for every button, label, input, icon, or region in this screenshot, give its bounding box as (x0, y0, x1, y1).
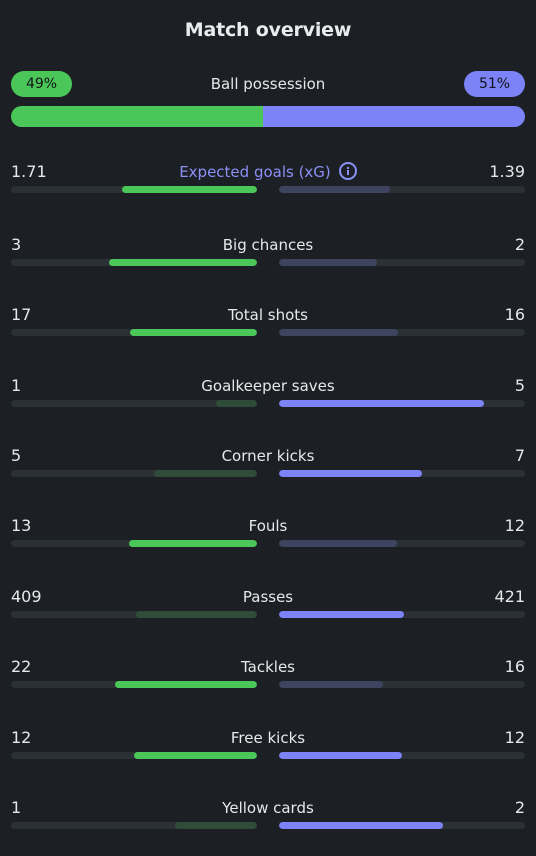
stat-row: 5 Corner kicks 7 (0, 446, 536, 496)
home-possession-badge: 49% (11, 71, 72, 97)
stat-row: 22 Tackles 16 (0, 657, 536, 707)
stat-row: 13 Fouls 12 (0, 516, 536, 566)
away-stat-bar (279, 259, 525, 266)
away-possession-fill (263, 106, 525, 127)
home-value: 1 (11, 376, 22, 395)
away-value: 12 (504, 728, 525, 747)
home-stat-bar (11, 186, 257, 193)
home-stat-bar (11, 470, 257, 477)
home-value: 409 (11, 587, 42, 606)
stat-label: Total shots (0, 305, 536, 325)
away-stat-bar (279, 611, 525, 618)
home-stat-fill (175, 822, 257, 829)
stat-label: Tackles (0, 657, 536, 677)
stat-label-text: Yellow cards (222, 799, 314, 817)
away-stat-fill (279, 470, 422, 477)
away-value: 2 (514, 235, 525, 254)
home-stat-bar (11, 681, 257, 688)
away-stat-fill (279, 329, 398, 336)
stat-label: Big chances (0, 235, 536, 255)
away-possession-badge: 51% (464, 71, 525, 97)
home-possession-fill (11, 106, 263, 127)
home-value: 13 (11, 516, 32, 535)
stat-label-text: Total shots (228, 306, 308, 324)
stat-label-text: Fouls (248, 517, 288, 535)
home-stat-fill (216, 400, 257, 407)
away-stat-bar (279, 752, 525, 759)
stat-label: Fouls (0, 516, 536, 536)
stat-label[interactable]: Expected goals (xG) (0, 162, 536, 182)
page-title: Match overview (184, 19, 352, 41)
stat-row: 1 Goalkeeper saves 5 (0, 376, 536, 426)
home-value: 17 (11, 305, 32, 324)
away-value: 1.39 (489, 162, 525, 181)
stat-label: Yellow cards (0, 798, 536, 818)
away-stat-bar (279, 400, 525, 407)
home-stat-fill (115, 681, 257, 688)
possession-label: Ball possession (210, 75, 326, 93)
stat-label-text: Passes (242, 588, 294, 606)
stat-row: 1.71 Expected goals (xG) 1.39 (0, 162, 536, 212)
stat-label: Corner kicks (0, 446, 536, 466)
home-stat-fill (122, 186, 257, 193)
stat-label: Goalkeeper saves (0, 376, 536, 396)
away-value: 421 (494, 587, 525, 606)
stat-label-text: Free kicks (230, 729, 306, 747)
stat-row: 17 Total shots 16 (0, 305, 536, 355)
home-stat-fill (130, 329, 257, 336)
stat-label-text: Expected goals (xG) (179, 163, 331, 181)
home-stat-bar (11, 540, 257, 547)
away-value: 5 (514, 376, 525, 395)
away-stat-bar (279, 470, 525, 477)
possession-bar (11, 106, 525, 127)
away-stat-fill (279, 259, 377, 266)
away-stat-fill (279, 400, 484, 407)
away-stat-fill (279, 186, 390, 193)
home-stat-fill (129, 540, 257, 547)
home-stat-bar (11, 752, 257, 759)
stat-row: 12 Free kicks 12 (0, 728, 536, 778)
away-value: 12 (504, 516, 525, 535)
away-stat-fill (279, 611, 404, 618)
home-stat-bar (11, 329, 257, 336)
home-stat-fill (136, 611, 257, 618)
away-value: 16 (504, 657, 525, 676)
away-stat-fill (279, 752, 402, 759)
away-stat-bar (279, 681, 525, 688)
home-value: 5 (11, 446, 22, 465)
home-value: 22 (11, 657, 32, 676)
home-stat-bar (11, 822, 257, 829)
away-stat-bar (279, 822, 525, 829)
home-value: 3 (11, 235, 22, 254)
home-value: 1 (11, 798, 22, 817)
stat-label: Free kicks (0, 728, 536, 748)
stat-label-text: Goalkeeper saves (201, 377, 335, 395)
stat-label-text: Tackles (240, 658, 296, 676)
stat-label-text: Corner kicks (221, 447, 315, 465)
home-stat-bar (11, 259, 257, 266)
stat-row: 1 Yellow cards 2 (0, 798, 536, 848)
info-icon[interactable] (338, 162, 357, 180)
home-value: 12 (11, 728, 32, 747)
stat-label: Passes (0, 587, 536, 607)
away-stat-fill (279, 822, 443, 829)
home-stat-fill (109, 259, 257, 266)
stat-row: 409 Passes 421 (0, 587, 536, 637)
away-stat-bar (279, 540, 525, 547)
away-stat-fill (279, 540, 397, 547)
away-value: 7 (514, 446, 525, 465)
home-value: 1.71 (11, 162, 47, 181)
home-stat-bar (11, 400, 257, 407)
away-stat-bar (279, 186, 525, 193)
away-value: 16 (504, 305, 525, 324)
home-stat-bar (11, 611, 257, 618)
home-stat-fill (154, 470, 257, 477)
home-stat-fill (134, 752, 257, 759)
away-stat-bar (279, 329, 525, 336)
stat-label-text: Big chances (222, 236, 314, 254)
stat-row: 3 Big chances 2 (0, 235, 536, 285)
possession-row: 49% Ball possession 51% (11, 70, 525, 98)
away-stat-fill (279, 681, 383, 688)
away-value: 2 (514, 798, 525, 817)
